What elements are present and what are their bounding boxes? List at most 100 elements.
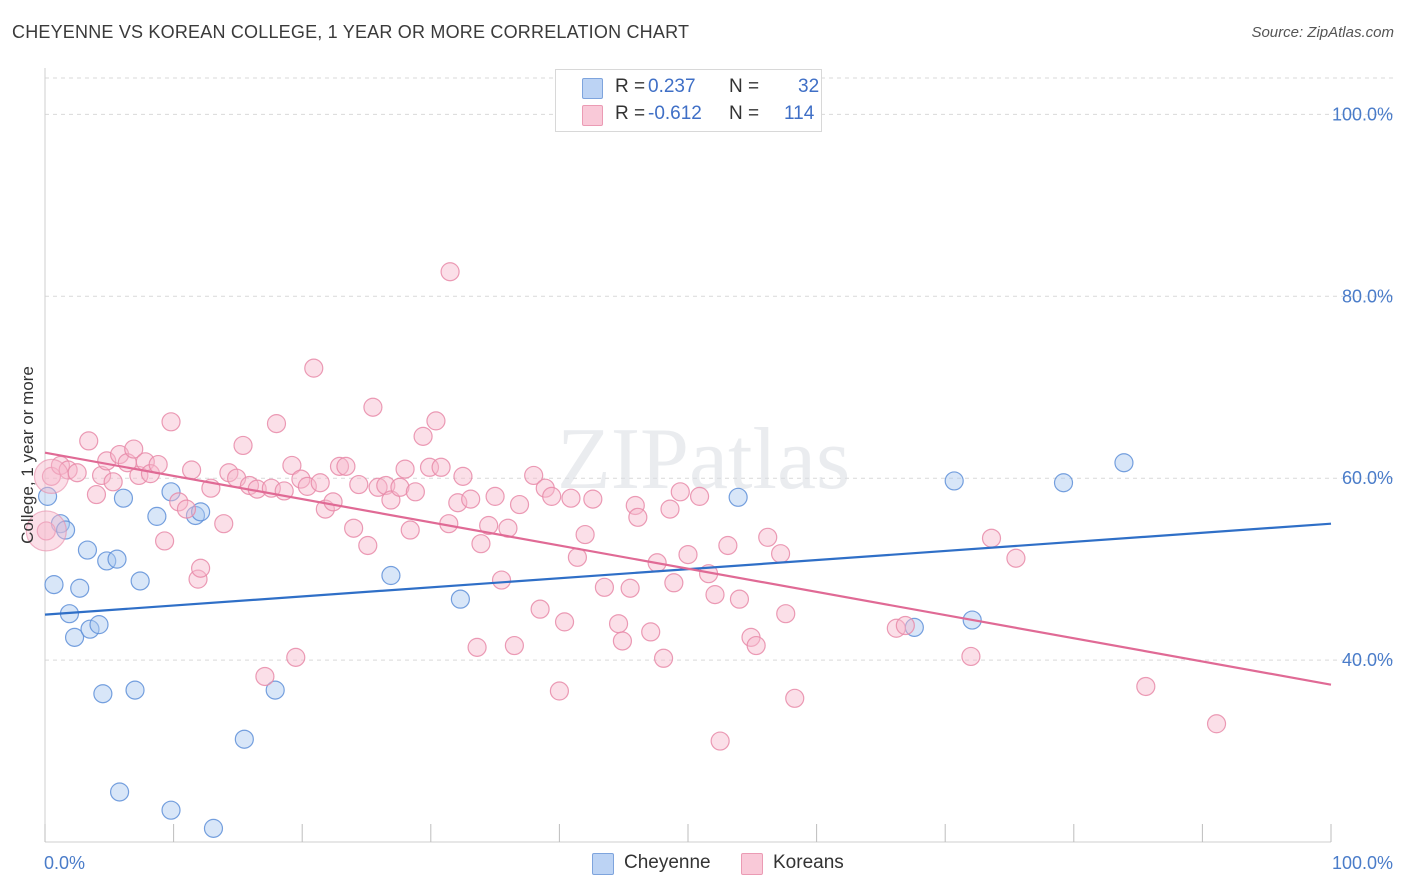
koreans-point [530,599,550,619]
koreans-point [214,514,234,534]
koreans-point [670,482,690,502]
koreans-point [1206,714,1227,734]
koreans-point [336,456,356,476]
cheyenne-point [1114,453,1134,473]
trend-lines [44,451,1332,686]
y-tick-label: 40.0% [1342,650,1393,670]
koreans-point [368,477,388,497]
koreans-point [266,414,287,434]
koreans-point [770,544,791,564]
y-axis-label: College, 1 year or more [18,366,37,544]
cheyenne-point [107,549,127,569]
cheyenne-swatch [582,78,603,99]
series-koreans [25,262,1227,751]
koreans-point [297,476,317,496]
koreans-point [390,477,410,497]
cheyenne-point [64,627,85,647]
koreans-point [1136,676,1156,697]
cheyenne-point [1053,473,1074,493]
koreans-point [405,482,425,502]
koreans-point [561,488,581,508]
cheyenne-point [728,487,748,507]
koreans-point [491,570,512,590]
koreans-point [161,412,181,432]
koreans-point [233,435,253,456]
cheyenne-point [234,729,254,749]
koreans-point [776,604,796,624]
n-value: 114 [784,103,815,124]
koreans-point [86,484,107,505]
koreans-point [981,528,1002,548]
koreans-point [191,558,211,578]
x-tick-label: 0.0% [44,853,85,873]
koreans-point [471,534,491,554]
r-label: R = [615,103,646,124]
koreans-point [400,520,420,540]
koreans-point [286,647,306,667]
cheyenne-point [77,540,98,560]
chart-title: CHEYENNE VS KOREAN COLLEGE, 1 YEAR OR MO… [12,22,690,42]
cheyenne-point [44,575,64,595]
cheyenne-point [450,589,470,609]
koreans-point [895,615,915,636]
cheyenne-point [93,684,113,704]
koreans-point [729,589,750,609]
koreans-point [575,524,595,545]
cheyenne-point [113,488,134,508]
r-label: R = [615,76,646,97]
koreans-point [542,486,562,506]
koreans-point [349,474,369,495]
koreans-point [33,458,70,494]
cheyenne-point [89,615,109,635]
koreans-point [310,473,330,493]
cheyenne-point [381,565,401,586]
cheyenne-point [161,482,181,502]
koreans-point [485,486,505,506]
koreans-point [567,547,588,567]
legend-label-koreans: Koreans [773,852,844,873]
koreans-point [109,444,130,465]
r-value: 0.237 [648,76,696,97]
koreans-point [653,648,674,668]
cheyenne-point [265,680,285,700]
cheyenne-point [80,619,100,639]
cheyenne-point [109,782,130,802]
cheyenne-point [161,800,181,820]
koreans-point [36,521,56,541]
n-value: 32 [798,76,820,97]
koreans-point [583,489,603,509]
cheyenne-point [37,486,58,506]
koreans-point [641,622,661,642]
koreans-point [67,463,87,483]
koreans-point [705,585,725,605]
koreans-point [710,731,730,751]
koreans-point [363,397,383,417]
koreans-point [79,431,99,451]
koreans-point [608,614,629,634]
koreans-point [461,489,481,509]
koreans-point [549,681,570,701]
cheyenne-point [130,571,150,591]
koreans-point [612,631,633,651]
koreans-point [440,262,460,282]
koreans-point [467,637,487,657]
koreans-point [479,515,499,536]
y-tick-label: 80.0% [1342,286,1393,306]
legend-row-cheyenne: R = 0.237 N = 32 [556,74,821,100]
koreans-point [148,454,168,475]
koreans-point [103,472,123,492]
koreans-point [323,492,343,512]
axes [44,68,1332,843]
koreans-point [625,495,645,516]
koreans-point [448,493,468,513]
koreans-point [431,457,451,477]
koreans-point [678,544,698,565]
y-tick-label: 100.0% [1332,104,1393,124]
koreans-point [329,456,350,476]
legend-series: Cheyenne Koreans [0,851,1406,879]
koreans-point [524,465,544,486]
koreans-point [304,358,324,378]
koreans-point [413,426,433,446]
koreans-point [344,518,364,538]
cheyenne-point [125,680,145,700]
